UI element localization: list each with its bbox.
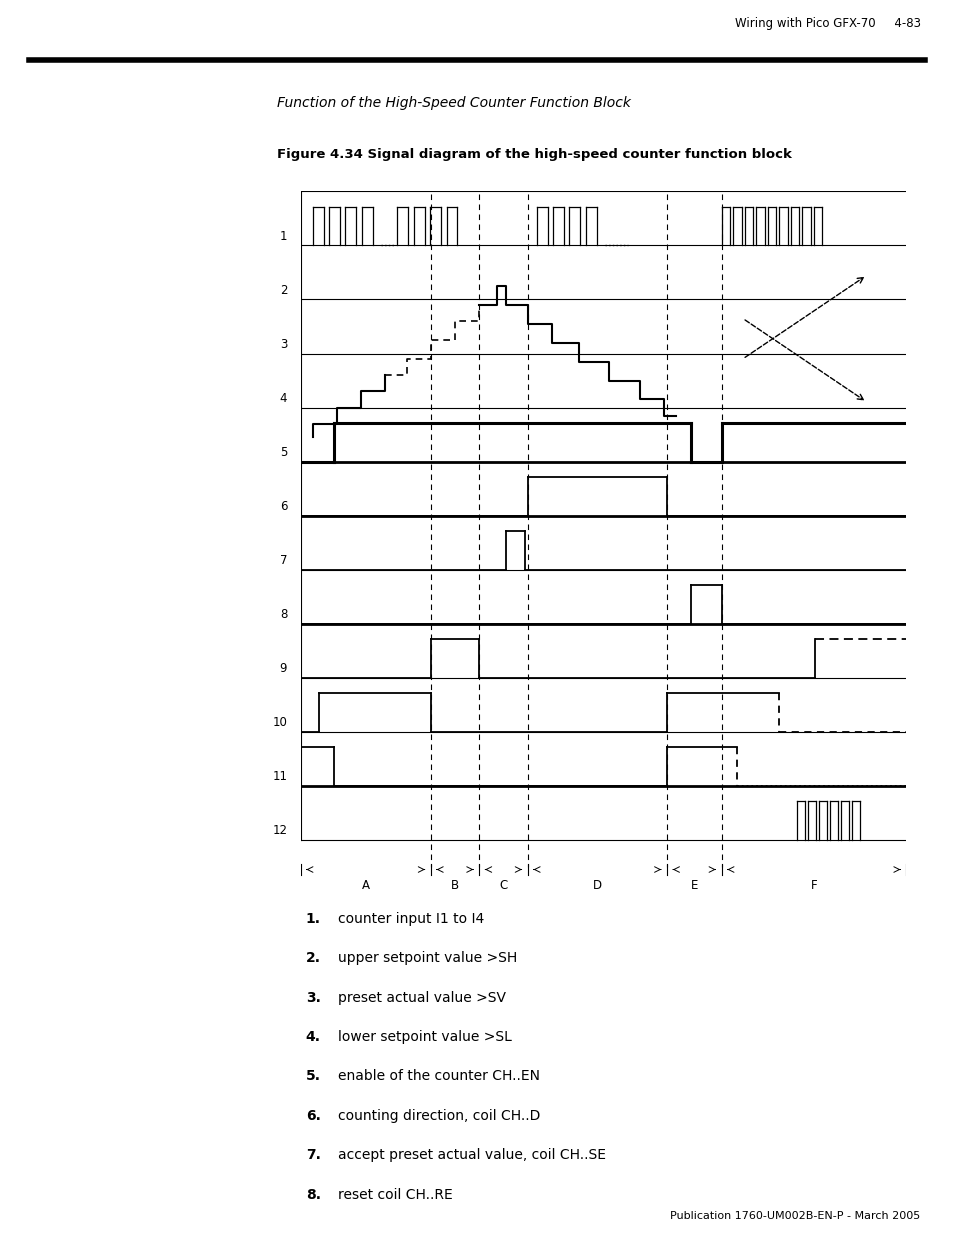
- Text: upper setpoint value >SH: upper setpoint value >SH: [338, 951, 517, 966]
- Text: Wiring with Pico GFX-70     4-83: Wiring with Pico GFX-70 4-83: [734, 17, 920, 30]
- Text: E: E: [690, 879, 698, 892]
- Text: D: D: [592, 879, 601, 892]
- Text: 2: 2: [279, 284, 287, 296]
- Text: Figure 4.34 Signal diagram of the high-speed counter function block: Figure 4.34 Signal diagram of the high-s…: [276, 148, 791, 161]
- Text: 7.: 7.: [306, 1149, 320, 1162]
- Text: 3.: 3.: [306, 990, 320, 1005]
- Text: 9: 9: [279, 662, 287, 676]
- Text: 8.: 8.: [306, 1188, 320, 1202]
- Text: 6: 6: [279, 500, 287, 513]
- Text: lower setpoint value >SL: lower setpoint value >SL: [338, 1030, 512, 1044]
- Text: 4: 4: [279, 391, 287, 405]
- Text: accept preset actual value, coil CH..SE: accept preset actual value, coil CH..SE: [338, 1149, 606, 1162]
- Text: 1: 1: [279, 230, 287, 243]
- Text: 6.: 6.: [306, 1109, 320, 1123]
- Text: F: F: [810, 879, 817, 892]
- Text: counter input I1 to I4: counter input I1 to I4: [338, 911, 484, 926]
- Text: preset actual value >SV: preset actual value >SV: [338, 990, 506, 1005]
- Text: 5: 5: [279, 446, 287, 459]
- Text: 8: 8: [279, 608, 287, 621]
- Text: reset coil CH..RE: reset coil CH..RE: [338, 1188, 453, 1202]
- Text: C: C: [498, 879, 507, 892]
- Text: 4.: 4.: [306, 1030, 320, 1044]
- Text: Publication 1760-UM002B-EN-P - March 2005: Publication 1760-UM002B-EN-P - March 200…: [670, 1212, 920, 1221]
- Text: 3: 3: [279, 338, 287, 351]
- Text: 12: 12: [272, 824, 287, 837]
- Text: A: A: [361, 879, 369, 892]
- Text: 10: 10: [272, 716, 287, 729]
- Text: counting direction, coil CH..D: counting direction, coil CH..D: [338, 1109, 540, 1123]
- Text: enable of the counter CH..EN: enable of the counter CH..EN: [338, 1070, 539, 1083]
- Text: 1.: 1.: [306, 911, 320, 926]
- Text: 5.: 5.: [306, 1070, 320, 1083]
- Text: B: B: [451, 879, 458, 892]
- Text: 2.: 2.: [306, 951, 320, 966]
- Text: 7: 7: [279, 555, 287, 567]
- Text: 11: 11: [272, 771, 287, 783]
- Text: Function of the High-Speed Counter Function Block: Function of the High-Speed Counter Funct…: [276, 95, 630, 110]
